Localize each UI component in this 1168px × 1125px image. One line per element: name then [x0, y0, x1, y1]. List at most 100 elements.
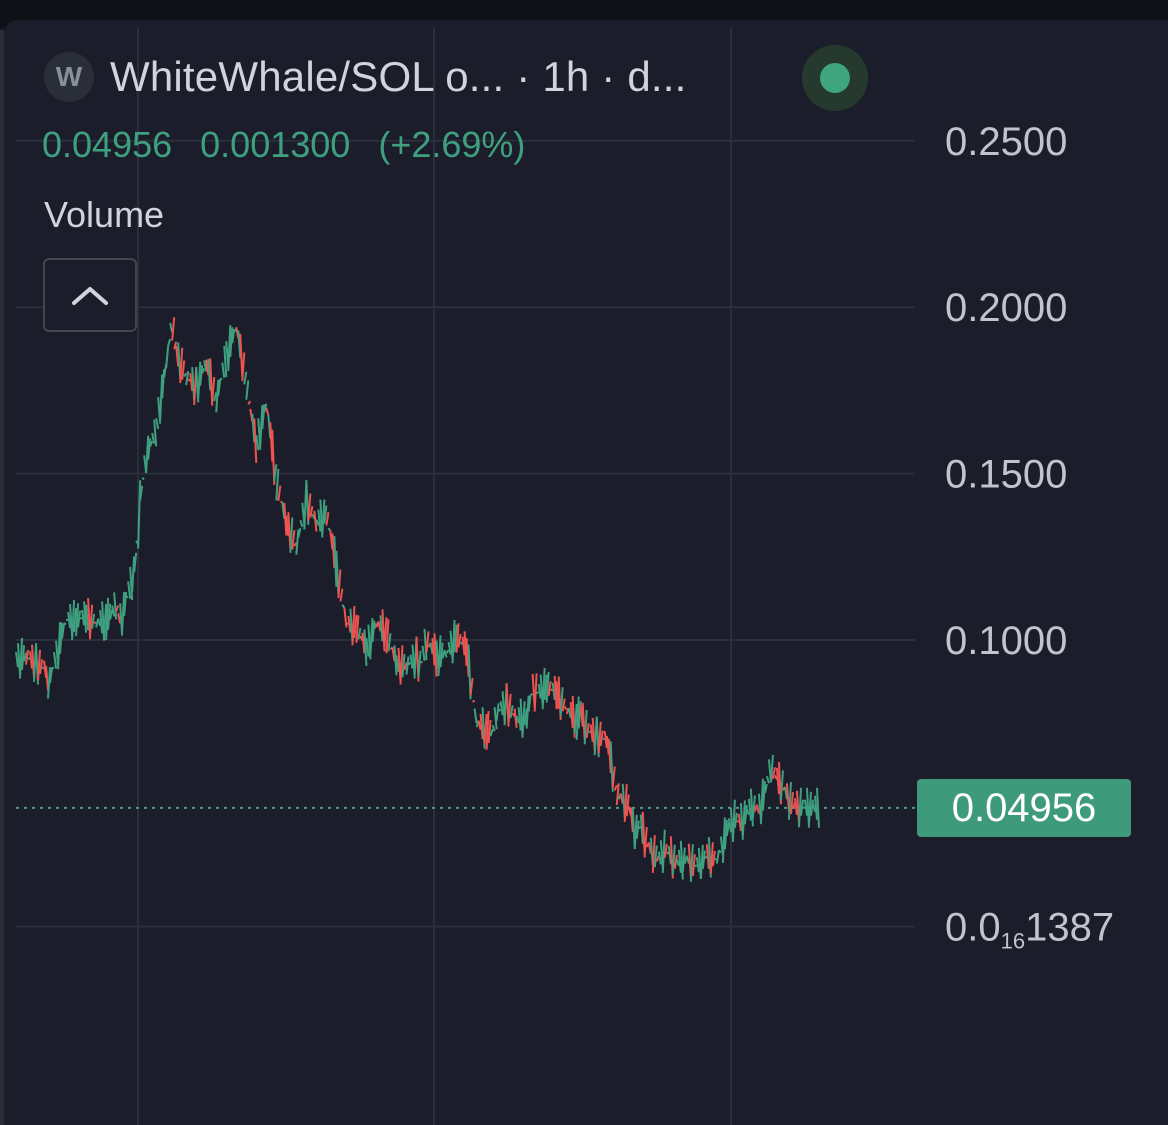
price-candle-segment	[263, 403, 268, 413]
price-candle-segment	[175, 345, 180, 367]
price-candle-segment	[525, 695, 530, 729]
price-candle-segment	[311, 513, 316, 520]
price-candle-segment	[165, 345, 170, 368]
price-candle-segment	[461, 636, 466, 656]
price-candle-segment	[245, 380, 250, 400]
price-candle-segment	[681, 847, 686, 872]
price-candle-segment	[189, 372, 194, 392]
price-candle-segment	[339, 588, 344, 602]
price-candle-segment	[327, 527, 332, 532]
price-candle-segment	[57, 621, 62, 670]
price-candle-segment	[361, 632, 366, 654]
price-candle-segment	[313, 510, 318, 532]
price-candle-segment	[437, 635, 442, 676]
price-candle-segment	[297, 527, 302, 538]
price-candle-segment	[283, 502, 288, 536]
price-candle-segment	[477, 720, 482, 731]
price-candle-segment	[679, 840, 684, 880]
price-candle-segment	[45, 665, 50, 691]
price-candle-segment	[259, 404, 264, 446]
price-candle-segment	[453, 624, 458, 653]
volume-label: Volume	[44, 194, 165, 235]
change-value: 0.001300	[200, 124, 351, 165]
price-candle-segment	[495, 703, 500, 722]
price-candle-segment	[523, 708, 528, 726]
price-candle-segment	[391, 647, 396, 662]
price-candle-segment	[211, 377, 216, 402]
price-candle-segment	[153, 419, 158, 447]
price-candle-segment	[433, 633, 438, 677]
symbol-title[interactable]: WhiteWhale/SOL o... · 1h · d...	[110, 53, 687, 100]
price-candle-segment	[733, 812, 738, 828]
price-candle-segment	[113, 592, 118, 620]
price-candle-segment	[431, 637, 436, 666]
price-candle-segment	[551, 682, 556, 701]
price-candle-segment	[199, 365, 204, 386]
price-candle-segment	[429, 642, 434, 655]
price-candle-segment	[731, 799, 736, 842]
price-candle-segment	[255, 434, 260, 451]
price-candle-segment	[27, 657, 31, 661]
price-candle-segment	[285, 515, 290, 537]
price-candle-segment	[455, 623, 460, 653]
price-candle-segment	[657, 851, 662, 865]
price-candle-segment	[463, 631, 468, 667]
price-candle-segment	[751, 795, 756, 819]
price-candle-segment	[803, 799, 808, 816]
price-candle-segment	[289, 517, 294, 553]
price-candle-segment	[369, 617, 374, 656]
price-candle-segment	[737, 813, 742, 832]
price-candle-segment	[793, 798, 798, 815]
price-candle-segment	[205, 359, 210, 376]
price-candle-segment	[691, 854, 696, 877]
price-candle-segment	[145, 435, 150, 473]
price-candle-segment	[346, 622, 349, 625]
price-candle-segment	[718, 849, 722, 854]
price-candle-segment	[61, 623, 66, 639]
price-candle-segment	[121, 591, 126, 632]
price-candle-segment	[91, 613, 96, 629]
token-logo: W	[44, 52, 94, 102]
price-candle-segment	[49, 667, 54, 684]
price-candle-segment	[341, 604, 346, 609]
price-candle-segment	[497, 708, 502, 712]
price-candle-segment	[588, 730, 592, 734]
price-candle-segment	[323, 505, 328, 524]
price-candle-segment	[725, 822, 730, 837]
price-candle-segment	[491, 724, 496, 732]
price-candle-segment	[315, 519, 320, 526]
price-candle-segment	[536, 691, 540, 695]
price-candle-segment	[81, 609, 86, 626]
price-candle-segment	[511, 712, 516, 718]
price-candle-segment	[517, 707, 522, 731]
price-candle-segment	[743, 804, 748, 825]
collapse-indicators-button[interactable]	[43, 258, 137, 332]
price-candle-segment	[745, 808, 750, 816]
chart-header: W WhiteWhale/SOL o... · 1h · d...	[44, 52, 687, 102]
price-candle-segment	[73, 607, 78, 633]
price-candle-segment	[513, 708, 518, 728]
price-candle-segment	[147, 438, 152, 460]
price-candle-segment	[611, 766, 616, 788]
market-status-indicator[interactable]	[802, 45, 868, 111]
price-candle-segment	[281, 502, 286, 519]
price-candle-segment	[487, 720, 492, 744]
price-candle-segment	[331, 533, 336, 569]
price-candle-segment	[675, 858, 680, 867]
price-candle-segment	[343, 607, 348, 628]
price-candle-segment	[483, 713, 488, 745]
price-candle-segment	[169, 322, 174, 333]
price-candle-segment	[29, 651, 34, 669]
price-candle-segment	[579, 705, 584, 727]
price-candle-segment	[507, 693, 512, 723]
price-candle-segment	[197, 361, 202, 399]
price-candle-segment	[187, 378, 191, 382]
price-candle-segment	[783, 786, 788, 800]
price-candle-segment	[139, 485, 144, 501]
price-candle-segment	[317, 509, 322, 532]
price-candle-segment	[383, 617, 388, 648]
price-candle-segment	[215, 379, 220, 413]
price-candle-segment	[151, 432, 156, 444]
price-candle-segment	[133, 552, 138, 573]
